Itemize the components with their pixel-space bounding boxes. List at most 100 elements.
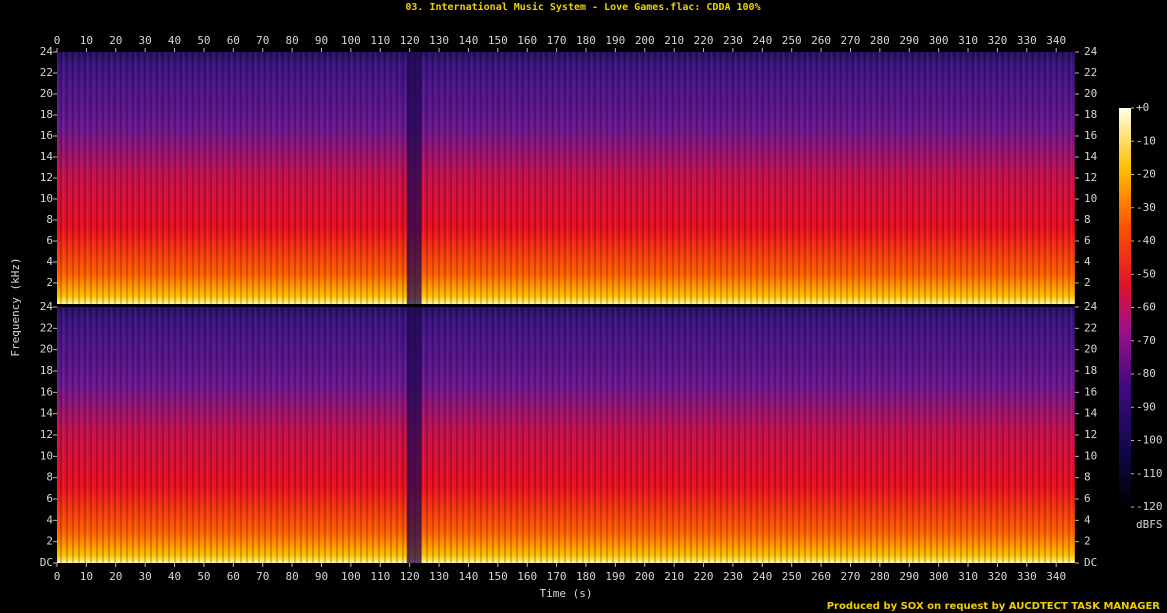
y-tick-label: 22 [1084,66,1097,79]
x-tick-label: 320 [987,570,1007,583]
colorbar-tick-label: -80 [1136,367,1156,380]
x-tick-label: 140 [458,34,478,47]
x-tick-label: 230 [723,570,743,583]
x-tick-label: 270 [841,34,861,47]
x-tick-label: 280 [870,570,890,583]
x-tick-label: 190 [605,570,625,583]
y-tick-label: 20 [40,87,53,100]
y-tick-label: 24 [1084,45,1098,58]
x-tick-label: 40 [168,34,181,47]
y-tick-label: 16 [40,385,53,398]
y-tick-label: 16 [1084,129,1097,142]
x-tick-label: 220 [694,34,714,47]
x-tick-label: 230 [723,34,743,47]
x-tick-label: 100 [341,34,361,47]
x-tick-label: 190 [605,34,625,47]
x-tick-label: 150 [488,570,508,583]
y-tick-label: 24 [40,300,54,313]
colorbar-tick-label: -110 [1136,467,1163,480]
x-tick-label: 20 [109,34,122,47]
quiet-section [406,52,422,304]
x-tick-label: 240 [752,34,772,47]
x-tick-label: 320 [987,34,1007,47]
y-tick-label: 6 [1084,234,1091,247]
colorbar-tick-label: -20 [1136,168,1156,181]
x-tick-label: 10 [80,34,93,47]
x-tick-label: 150 [488,34,508,47]
x-tick-label: 50 [197,34,210,47]
colorbar-tick-label: -60 [1136,301,1156,314]
y-tick-label: 16 [1084,385,1097,398]
x-axis-label: Time (s) [540,587,593,600]
x-tick-label: 300 [929,570,949,583]
y-tick-label: 22 [40,66,53,79]
y-tick-label: 2 [46,535,53,548]
y-tick-label: DC [1084,556,1097,569]
x-tick-label: 80 [285,34,298,47]
y-tick-label: 14 [1084,150,1098,163]
y-tick-label: 20 [1084,343,1097,356]
x-tick-label: 170 [547,34,567,47]
y-tick-label: 8 [46,471,53,484]
x-tick-label: 60 [227,570,240,583]
x-tick-label: 250 [782,34,802,47]
colorbar-tick-label: -70 [1136,334,1156,347]
y-tick-label: 10 [1084,192,1097,205]
y-tick-label: 14 [1084,407,1098,420]
y-tick-label: 22 [1084,321,1097,334]
x-tick-label: 340 [1046,34,1066,47]
colorbar-tick-label: +0 [1136,101,1149,114]
y-tick-label: 22 [40,321,53,334]
y-tick-label: 6 [46,492,53,505]
footer: Produced by SOX on request by AUCDTECT T… [827,601,1161,612]
y-tick-label: 4 [1084,255,1091,268]
x-tick-label: 140 [458,570,478,583]
x-tick-label: 10 [80,570,93,583]
x-tick-label: 170 [547,570,567,583]
x-tick-label: 0 [54,34,61,47]
colorbar-tick-label: -30 [1136,201,1156,214]
y-tick-label: 12 [40,171,53,184]
x-tick-label: 160 [517,34,537,47]
y-tick-label: 12 [1084,428,1097,441]
x-tick-label: 200 [635,570,655,583]
colorbar [1119,108,1131,507]
y-tick-label: 6 [46,234,53,247]
x-tick-label: 70 [256,570,269,583]
x-tick-label: 120 [400,34,420,47]
colorbar-tick-label: -40 [1136,234,1156,247]
x-tick-label: 200 [635,34,655,47]
colorbar-tick-label: -100 [1136,434,1163,447]
y-tick-label: 8 [1084,213,1091,226]
colorbar-label: dBFS [1136,518,1163,531]
quiet-section [406,307,422,563]
y-tick-label: 24 [40,45,54,58]
y-tick-label: 16 [40,129,53,142]
y-tick-label: 20 [1084,87,1097,100]
x-tick-label: 340 [1046,570,1066,583]
x-tick-label: 80 [285,570,298,583]
x-tick-label: 270 [841,570,861,583]
x-tick-label: 180 [576,34,596,47]
x-tick-label: 260 [811,570,831,583]
y-tick-label: 20 [40,343,53,356]
x-tick-label: 110 [370,570,390,583]
x-tick-label: 210 [664,34,684,47]
y-tick-label: 4 [46,255,53,268]
x-tick-label: 60 [227,34,240,47]
colorbar-tick-label: -50 [1136,267,1156,280]
x-tick-label: 310 [958,570,978,583]
colorbar-tick-label: -10 [1136,134,1156,147]
colorbar-tick-label: -90 [1136,400,1156,413]
x-tick-label: 30 [139,34,152,47]
x-tick-label: 290 [899,570,919,583]
y-tick-label: 18 [1084,108,1097,121]
y-tick-label: 24 [1084,300,1098,313]
x-tick-label: 110 [370,34,390,47]
y-tick-label: 2 [46,276,53,289]
x-tick-label: 20 [109,570,122,583]
x-tick-label: 120 [400,570,420,583]
x-tick-label: 260 [811,34,831,47]
x-tick-label: 210 [664,570,684,583]
x-tick-label: 30 [139,570,152,583]
